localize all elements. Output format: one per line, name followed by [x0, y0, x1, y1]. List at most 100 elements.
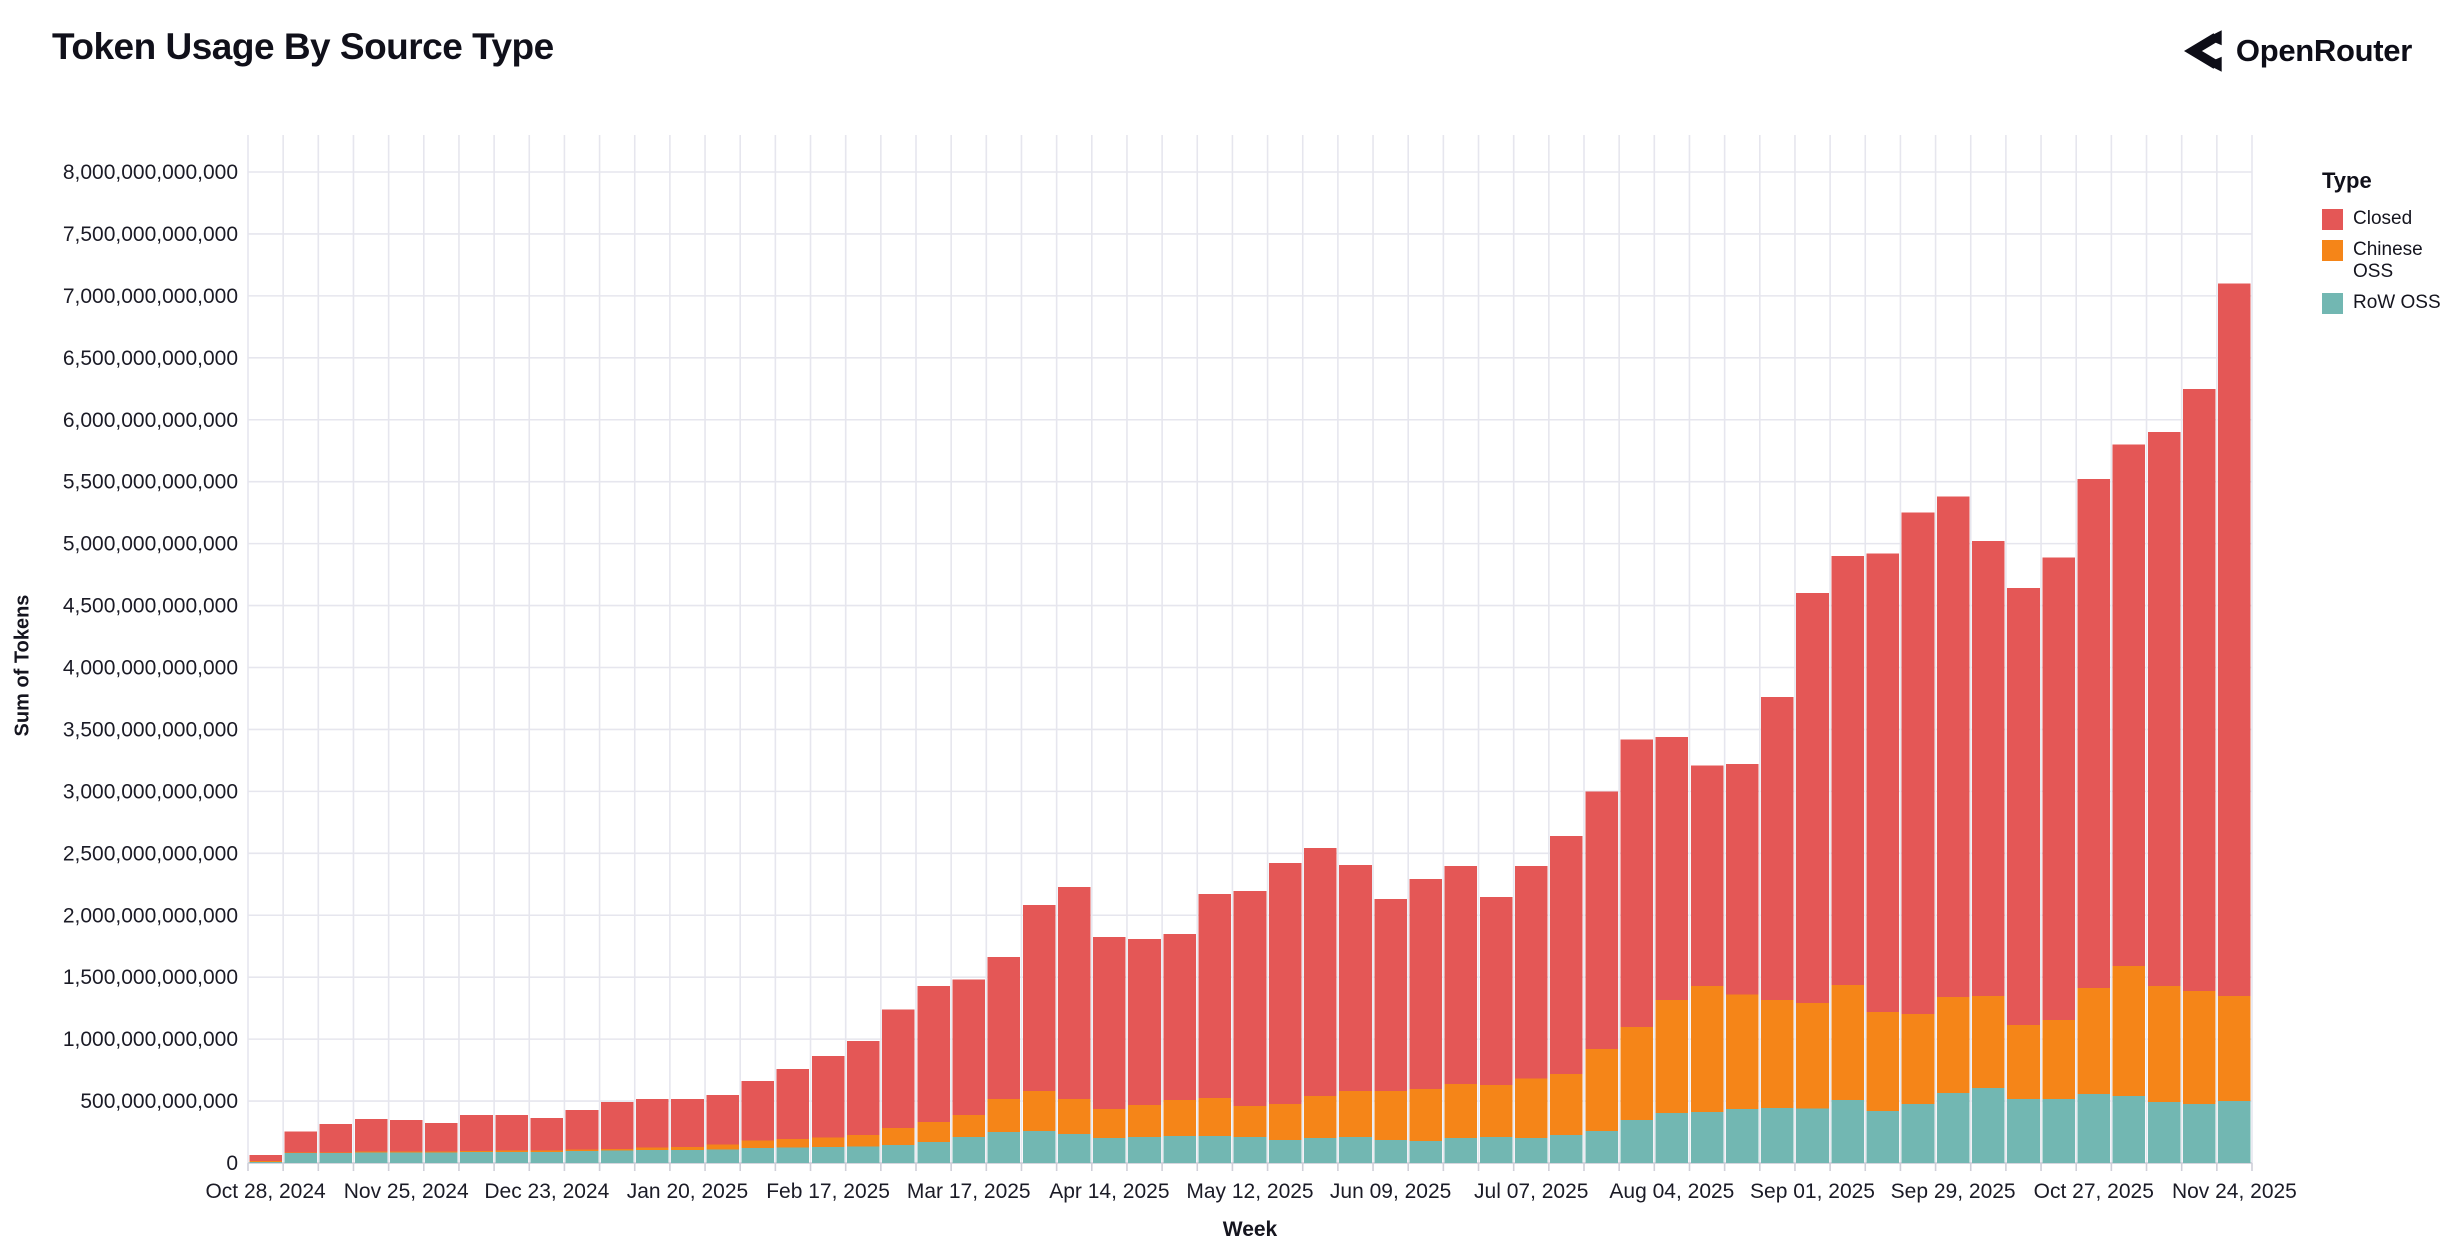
bar-segment-row-oss[interactable]: [741, 1148, 775, 1163]
bar-segment-row-oss[interactable]: [1339, 1136, 1372, 1163]
bar-segment-row-oss[interactable]: [319, 1153, 353, 1163]
bar-segment-chinese-oss[interactable]: [1550, 1073, 1583, 1136]
bar-segment-chinese-oss[interactable]: [2007, 1024, 2040, 1099]
bar-segment-chinese-oss[interactable]: [1374, 1090, 1407, 1140]
bar-segment-closed[interactable]: [846, 1040, 880, 1136]
bar-segment-row-oss[interactable]: [1304, 1137, 1337, 1163]
bar-segment-closed[interactable]: [354, 1119, 388, 1152]
bar-segment-row-oss[interactable]: [811, 1146, 845, 1163]
bar-segment-row-oss[interactable]: [1409, 1140, 1443, 1163]
bar-segment-row-oss[interactable]: [1972, 1088, 2005, 1163]
bar-segment-closed[interactable]: [636, 1098, 669, 1148]
bar-segment-closed[interactable]: [1444, 866, 1478, 1084]
bar-segment-chinese-oss[interactable]: [319, 1152, 353, 1154]
bar-segment-chinese-oss[interactable]: [1163, 1099, 1196, 1136]
bar-segment-chinese-oss[interactable]: [1761, 999, 1794, 1108]
bar-segment-row-oss[interactable]: [1022, 1131, 1056, 1163]
bar-segment-row-oss[interactable]: [1901, 1103, 1935, 1163]
bar-segment-row-oss[interactable]: [1866, 1110, 1900, 1163]
bar-segment-closed[interactable]: [1550, 836, 1583, 1074]
bar-segment-row-oss[interactable]: [2147, 1101, 2181, 1163]
bar-segment-row-oss[interactable]: [389, 1152, 423, 1163]
bar-segment-closed[interactable]: [952, 979, 986, 1115]
bar-segment-chinese-oss[interactable]: [1057, 1098, 1091, 1135]
bar-segment-closed[interactable]: [1761, 697, 1794, 1000]
bar-segment-chinese-oss[interactable]: [1198, 1097, 1232, 1136]
bar-segment-row-oss[interactable]: [1655, 1112, 1689, 1163]
bar-segment-row-oss[interactable]: [1374, 1139, 1407, 1163]
bar-segment-chinese-oss[interactable]: [1901, 1013, 1935, 1104]
bar-segment-chinese-oss[interactable]: [2182, 990, 2216, 1104]
bar-segment-row-oss[interactable]: [1725, 1108, 1759, 1163]
bar-segment-chinese-oss[interactable]: [1093, 1108, 1126, 1138]
bar-segment-closed[interactable]: [1268, 863, 1302, 1104]
bar-segment-closed[interactable]: [1585, 791, 1618, 1050]
bar-segment-closed[interactable]: [1796, 593, 1829, 1003]
bar-segment-row-oss[interactable]: [1514, 1137, 1548, 1163]
bar-segment-row-oss[interactable]: [460, 1151, 493, 1163]
bar-segment-chinese-oss[interactable]: [1339, 1090, 1372, 1137]
bar-segment-closed[interactable]: [1374, 899, 1407, 1091]
bar-segment-closed[interactable]: [319, 1123, 353, 1153]
bar-segment-row-oss[interactable]: [1690, 1111, 1724, 1163]
bar-segment-closed[interactable]: [284, 1131, 318, 1153]
bar-segment-chinese-oss[interactable]: [671, 1146, 704, 1150]
bar-segment-chinese-oss[interactable]: [1233, 1106, 1267, 1137]
bar-segment-row-oss[interactable]: [1550, 1135, 1583, 1163]
bar-segment-row-oss[interactable]: [600, 1150, 634, 1163]
bar-segment-closed[interactable]: [2182, 388, 2216, 991]
bar-segment-row-oss[interactable]: [1796, 1108, 1829, 1163]
bar-segment-closed[interactable]: [460, 1114, 493, 1151]
bar-segment-closed[interactable]: [1128, 939, 1161, 1106]
bar-segment-closed[interactable]: [1339, 865, 1372, 1091]
bar-segment-chinese-oss[interactable]: [1690, 985, 1724, 1112]
bar-segment-row-oss[interactable]: [776, 1147, 810, 1163]
bar-segment-closed[interactable]: [249, 1154, 282, 1162]
bar-segment-row-oss[interactable]: [1479, 1136, 1513, 1163]
bar-segment-closed[interactable]: [811, 1055, 845, 1138]
bar-segment-chinese-oss[interactable]: [776, 1138, 810, 1148]
bar-segment-closed[interactable]: [495, 1114, 528, 1151]
bar-segment-chinese-oss[interactable]: [495, 1150, 528, 1152]
bar-segment-chinese-oss[interactable]: [952, 1114, 986, 1137]
bar-segment-row-oss[interactable]: [882, 1145, 915, 1163]
bar-segment-closed[interactable]: [2042, 557, 2075, 1020]
bar-segment-closed[interactable]: [425, 1122, 458, 1152]
bar-segment-chinese-oss[interactable]: [1655, 1000, 1689, 1113]
bar-segment-row-oss[interactable]: [1936, 1093, 1970, 1163]
bar-segment-closed[interactable]: [917, 985, 950, 1122]
bar-segment-row-oss[interactable]: [495, 1151, 528, 1163]
bar-segment-closed[interactable]: [706, 1094, 739, 1145]
bar-segment-row-oss[interactable]: [2042, 1098, 2075, 1163]
bar-segment-chinese-oss[interactable]: [284, 1152, 318, 1154]
bar-segment-closed[interactable]: [2147, 432, 2181, 986]
bar-segment-chinese-oss[interactable]: [2112, 965, 2146, 1097]
bar-segment-row-oss[interactable]: [354, 1152, 388, 1163]
bar-segment-chinese-oss[interactable]: [389, 1151, 423, 1153]
bar-segment-row-oss[interactable]: [1268, 1139, 1302, 1163]
bar-segment-chinese-oss[interactable]: [741, 1140, 775, 1149]
bar-segment-closed[interactable]: [987, 956, 1021, 1099]
bar-segment-chinese-oss[interactable]: [2077, 987, 2111, 1094]
bar-segment-chinese-oss[interactable]: [846, 1135, 880, 1147]
bar-segment-row-oss[interactable]: [846, 1146, 880, 1163]
bar-segment-closed[interactable]: [1901, 512, 1935, 1014]
bar-segment-row-oss[interactable]: [706, 1149, 739, 1163]
bar-segment-row-oss[interactable]: [1128, 1136, 1161, 1163]
bar-segment-chinese-oss[interactable]: [460, 1150, 493, 1152]
bar-segment-closed[interactable]: [1093, 937, 1126, 1109]
bar-segment-chinese-oss[interactable]: [811, 1137, 845, 1147]
bar-segment-chinese-oss[interactable]: [1831, 984, 1864, 1100]
bar-segment-row-oss[interactable]: [249, 1161, 282, 1163]
bar-segment-chinese-oss[interactable]: [2147, 985, 2181, 1102]
bar-segment-chinese-oss[interactable]: [2042, 1019, 2075, 1099]
bar-segment-chinese-oss[interactable]: [1585, 1049, 1618, 1132]
bar-segment-closed[interactable]: [776, 1068, 810, 1139]
bar-segment-chinese-oss[interactable]: [636, 1147, 669, 1150]
bar-segment-closed[interactable]: [2077, 479, 2111, 988]
bar-segment-closed[interactable]: [1233, 891, 1267, 1107]
bar-segment-chinese-oss[interactable]: [1304, 1095, 1337, 1138]
bar-segment-closed[interactable]: [741, 1080, 775, 1141]
bar-segment-closed[interactable]: [1690, 765, 1724, 986]
bar-segment-row-oss[interactable]: [1585, 1131, 1618, 1163]
